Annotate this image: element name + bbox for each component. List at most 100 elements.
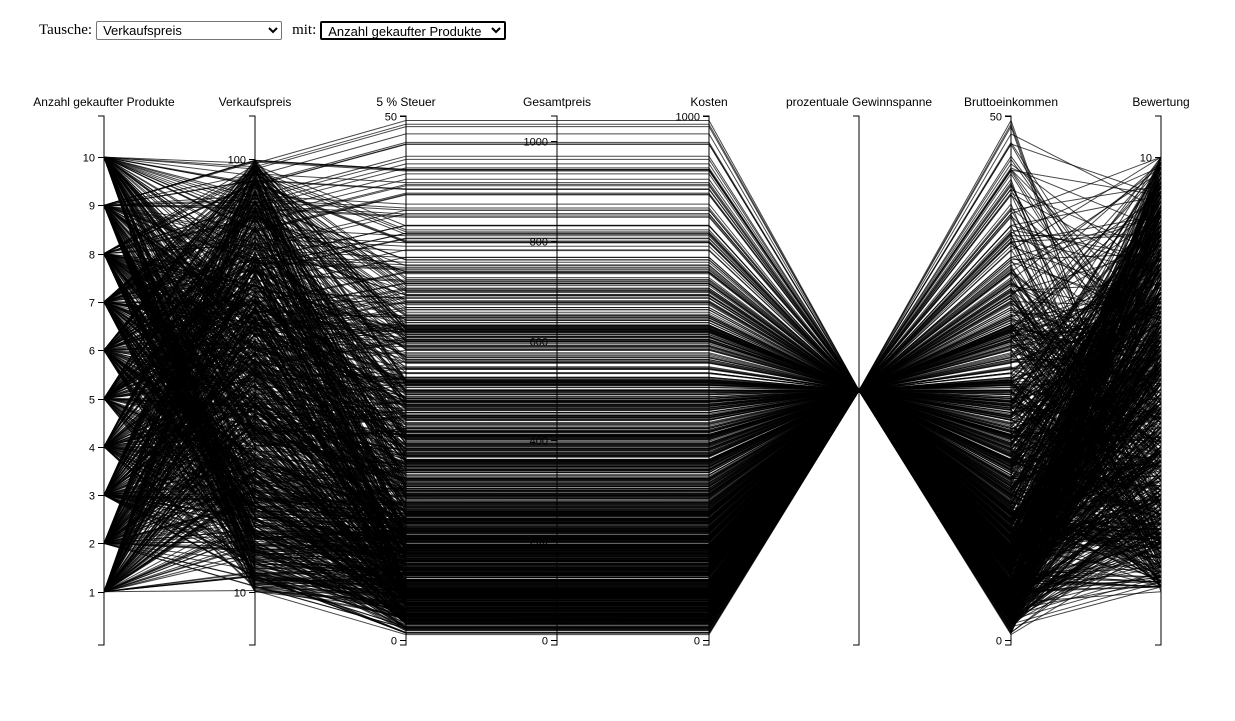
record-line xyxy=(103,389,1162,634)
axis-title[interactable]: Bruttoeinkommen xyxy=(964,95,1058,109)
record-line xyxy=(103,176,1162,496)
record-line xyxy=(103,172,1162,392)
record-line xyxy=(103,204,1162,392)
record-line xyxy=(103,204,1162,438)
record-line xyxy=(103,364,1162,617)
record-line xyxy=(103,204,1162,510)
record-line xyxy=(103,253,1162,486)
record-line xyxy=(103,321,1162,609)
axis-5-steuer[interactable]: 0 50 5 % Steuer xyxy=(376,95,435,648)
record-line xyxy=(103,156,1162,472)
record-line xyxy=(103,164,1162,554)
record-line xyxy=(103,253,1162,419)
record-line xyxy=(103,156,1162,544)
record-line xyxy=(103,133,1162,392)
record-line xyxy=(103,349,1162,482)
tick-label: 1000 xyxy=(524,137,548,149)
record-line xyxy=(103,156,1162,424)
record-line xyxy=(103,155,1162,392)
record-line xyxy=(103,205,1162,561)
record-line xyxy=(103,229,1162,428)
axis-title[interactable]: 5 % Steuer xyxy=(376,95,435,109)
axis-title[interactable]: prozentuale Gewinnspanne xyxy=(786,95,932,109)
tick-label: 2 xyxy=(89,539,95,551)
axis-anzahl-gekaufter-produkte[interactable]: 1 2 3 4 5 6 7 8 9 10 Anzahl gekaufter Produkte xyxy=(33,95,175,646)
record-line xyxy=(103,205,1162,554)
record-line xyxy=(103,204,1162,419)
record-line xyxy=(103,359,1162,568)
record-line xyxy=(103,182,1162,392)
with-axis-select[interactable]: Anzahl gekaufter Produkte xyxy=(320,20,507,40)
axis-kosten[interactable]: 0 1000 Kosten xyxy=(676,95,728,648)
record-line xyxy=(103,253,1162,565)
record-line xyxy=(103,204,1162,392)
record-line xyxy=(103,253,1162,466)
record-line xyxy=(103,340,1162,605)
axis-title[interactable]: Verkaufspreis xyxy=(219,95,292,109)
record-line xyxy=(103,258,1162,525)
axis-line xyxy=(551,115,558,646)
record-line xyxy=(103,198,1162,545)
record-line xyxy=(103,224,1162,557)
record-line xyxy=(103,277,1162,546)
record-line xyxy=(103,229,1162,395)
record-line xyxy=(103,171,1162,531)
tick-label: 10 xyxy=(234,588,246,600)
axis-title[interactable]: Gesamtpreis xyxy=(523,95,591,109)
record-line xyxy=(103,156,1162,470)
axis-bruttoeinkommen[interactable]: 0 50 Bruttoeinkommen xyxy=(964,95,1058,648)
axis-title[interactable]: Bewertung xyxy=(1132,95,1189,109)
record-line xyxy=(103,123,1162,544)
record-line xyxy=(103,389,1162,629)
record-line xyxy=(103,253,1162,401)
record-line xyxy=(103,205,1162,521)
record-line xyxy=(103,383,1162,610)
record-line xyxy=(103,335,1162,538)
record-line xyxy=(103,203,1162,392)
axis-title[interactable]: Anzahl gekaufter Produkte xyxy=(33,95,175,109)
record-line xyxy=(103,320,1162,573)
record-line xyxy=(103,301,1162,468)
record-line xyxy=(103,316,1162,596)
axis-line xyxy=(1155,115,1162,646)
axis-prozentuale-gewinnspanne[interactable]: prozentuale Gewinnspanne xyxy=(786,95,932,646)
record-line xyxy=(103,186,1162,392)
record-line xyxy=(103,268,1162,439)
tick-label: 100 xyxy=(228,155,246,167)
axis-verkaufspreis[interactable]: 10 100 Verkaufspreis xyxy=(219,95,292,646)
record-line xyxy=(103,156,1162,584)
swap-label: Tausche: xyxy=(39,21,93,38)
record-line xyxy=(103,389,1162,574)
record-line xyxy=(103,207,1162,594)
record-line xyxy=(103,301,1162,529)
with-label: mit: xyxy=(292,21,317,38)
axis-gesamtpreis[interactable]: 0 200 400 600 800 1000 Gesamtpreis xyxy=(523,95,591,648)
record-line xyxy=(103,204,1162,392)
record-line xyxy=(103,219,1162,563)
record-line xyxy=(103,261,1162,443)
axis-line xyxy=(853,115,860,646)
record-line xyxy=(103,389,1162,636)
record-line xyxy=(103,307,1162,569)
record-line xyxy=(103,166,1162,496)
record-line xyxy=(103,205,1162,569)
swap-axis-select[interactable]: Verkaufspreis xyxy=(96,20,283,40)
record-line xyxy=(103,156,1162,472)
axis-bewertung[interactable]: 10 Bewertung xyxy=(1132,95,1190,646)
tick-label: 10 xyxy=(1140,153,1152,165)
tick-label: 3 xyxy=(89,491,95,503)
record-line xyxy=(103,156,1162,592)
tick-label: 200 xyxy=(530,536,548,548)
tick-label: 50 xyxy=(990,112,1002,124)
axis-title[interactable]: Kosten xyxy=(690,95,727,109)
record-line xyxy=(103,209,1162,408)
record-line xyxy=(103,141,1162,392)
record-line xyxy=(103,204,1162,419)
tick-label: 1 xyxy=(89,588,95,600)
data-lines xyxy=(103,119,1162,636)
tick-label: 0 xyxy=(996,636,1002,648)
record-line xyxy=(103,190,1162,446)
record-line xyxy=(103,389,1162,588)
